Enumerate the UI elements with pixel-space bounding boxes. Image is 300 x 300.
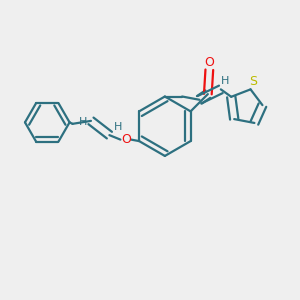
Text: S: S [249,75,257,88]
Text: H: H [79,117,87,128]
Text: H: H [113,122,122,132]
Text: O: O [121,133,131,146]
Text: O: O [204,56,214,69]
Text: H: H [221,76,230,86]
